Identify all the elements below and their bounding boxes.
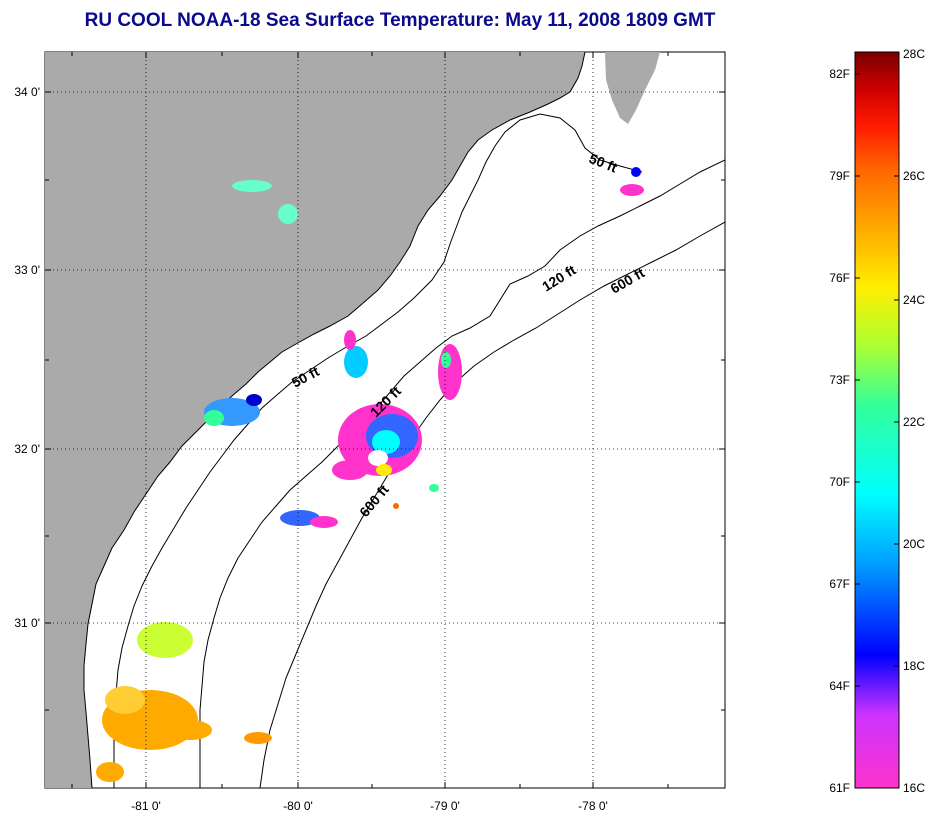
contour-120ft (199, 159, 725, 788)
cb-c-22: 22C (903, 415, 925, 429)
land-mass (45, 52, 585, 788)
cb-c-20: 20C (903, 537, 925, 551)
colorbar-ticks (855, 73, 899, 687)
lon-label-79: -79 0' (430, 799, 460, 813)
ticks (45, 52, 725, 788)
cb-c-16: 16C (903, 781, 925, 795)
lon-label-80: -80 0' (283, 799, 313, 813)
cb-c-28: 28C (903, 47, 925, 61)
cb-f-64: 64F (829, 679, 850, 693)
colorbar (854, 51, 900, 789)
sst-patches (96, 167, 644, 782)
land-mass-ne (605, 52, 660, 124)
map-title: RU COOL NOAA-18 Sea Surface Temperature:… (84, 10, 716, 31)
cb-f-70: 70F (829, 475, 850, 489)
lat-label-31: 31 0' (14, 616, 40, 630)
lon-label-78: -78 0' (578, 799, 608, 813)
cb-f-67: 67F (829, 577, 850, 591)
lon-label-81: -81 0' (131, 799, 161, 813)
cb-f-76: 76F (829, 271, 850, 285)
grid (45, 52, 725, 788)
cb-f-73: 73F (829, 373, 850, 387)
lat-label-34: 34 0' (14, 85, 40, 99)
coastline (83, 52, 586, 788)
cb-f-61: 61F (829, 781, 850, 795)
cb-f-82: 82F (829, 67, 850, 81)
contour-50ft (113, 113, 643, 788)
cb-f-79: 79F (829, 169, 850, 183)
lat-label-33: 33 0' (14, 263, 40, 277)
cb-c-24: 24C (903, 293, 925, 307)
cb-c-18: 18C (903, 659, 925, 673)
lat-label-32: 32 0' (14, 442, 40, 456)
cb-c-26: 26C (903, 169, 925, 183)
